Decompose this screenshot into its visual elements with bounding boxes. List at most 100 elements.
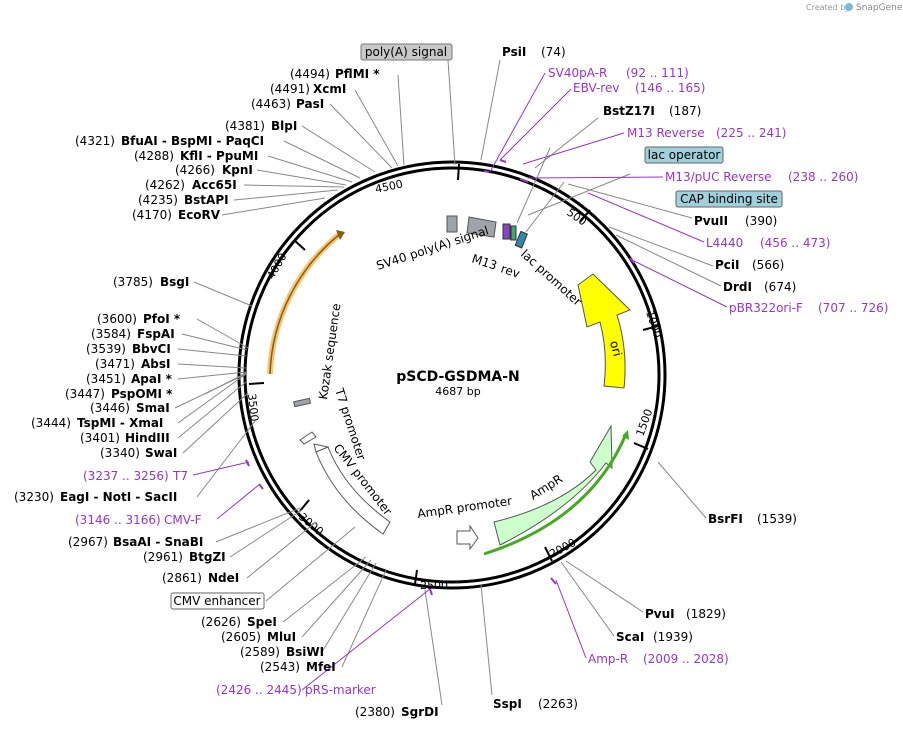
enzyme-pos: (566) — [752, 258, 784, 272]
primer-name: pBR322ori-F — [729, 301, 803, 315]
enzyme-name: SmaI — [136, 401, 170, 415]
enzyme-name: PspOMI * — [111, 387, 173, 401]
enzyme-name: TspMI - XmaI — [77, 416, 163, 430]
enzyme-pos: (390) — [745, 214, 777, 228]
enzyme-pos: (187) — [669, 104, 701, 118]
ampr-green-line — [483, 433, 628, 556]
enzyme-pos: (4494) — [290, 67, 330, 81]
enzyme-pos: (3539) — [86, 342, 126, 356]
enzyme-name: PfoI * — [143, 312, 181, 326]
ori-label: ori — [607, 339, 625, 358]
enzyme-pos: (3230) — [14, 490, 54, 504]
enzyme-pos: (2263) — [538, 697, 578, 711]
ampr-green-arrow-icon — [622, 430, 629, 440]
enzyme-pos: (674) — [764, 280, 796, 294]
primer-name: M13/pUC Reverse — [665, 170, 772, 184]
enzyme-name: NdeI — [208, 571, 239, 585]
enzyme-name: KflI - PpuMI — [180, 149, 258, 163]
primer-name: M13 Reverse — [627, 126, 705, 140]
enzyme-name: ApaI * — [131, 372, 173, 386]
enzyme-name: PsiI — [502, 45, 526, 59]
primer-range: (238 .. 260) — [788, 170, 858, 184]
enzyme-pos: (1829) — [686, 607, 726, 621]
enzyme-pos: (2605) — [221, 630, 261, 644]
enzyme-name: SpeI — [247, 615, 277, 629]
enzyme-name: BstZ17I — [603, 104, 655, 118]
tick-marks — [248, 163, 659, 585]
ori-feature — [577, 273, 631, 389]
enzyme-pos: (3584) — [91, 327, 131, 341]
enzyme-pos: (4235) — [138, 193, 178, 207]
enzyme-pos: (74) — [541, 45, 566, 59]
primer-ticks — [245, 159, 635, 596]
enzyme-pos: (3446) — [90, 401, 130, 415]
orange-arrow-icon — [336, 230, 345, 240]
cmv-enhancer-label: CMV enhancer — [173, 594, 260, 608]
orange-feature-line — [269, 233, 341, 375]
enzyme-name: MluI — [267, 630, 296, 644]
enzyme-name: XcmI — [313, 82, 346, 96]
kozak-label: Kozak sequence — [316, 303, 343, 401]
enzyme-name: KpnI — [222, 163, 253, 177]
enzyme-name: PvuI — [645, 607, 675, 621]
m13-feature — [502, 223, 511, 240]
credit-text: Created by — [806, 3, 850, 12]
enzyme-pos: (4321) — [75, 134, 115, 148]
lac-operator-feature — [510, 225, 517, 241]
ampr-promoter-feature — [456, 524, 479, 551]
tick-1000: 1000 — [643, 309, 664, 340]
enzyme-pos: (3401) — [80, 431, 120, 445]
enzyme-pos: (4288) — [134, 149, 174, 163]
cmv-arrow-icon — [313, 443, 330, 453]
polya-signal-box — [360, 43, 453, 61]
brand-text: SnapGene — [856, 3, 903, 13]
tick-4500: 4500 — [374, 177, 404, 196]
enzyme-pos: (3340) — [100, 446, 140, 460]
cap-binding-box — [675, 190, 783, 208]
backbone-outer — [237, 160, 667, 590]
plasmid-title: pSCD-GSDMA-N — [396, 369, 520, 385]
enzyme-pos: (3447) — [65, 387, 105, 401]
primer-range: (3237 .. 3256) — [83, 469, 169, 483]
enzyme-name: ScaI — [616, 630, 644, 644]
lac-operator-box — [644, 146, 724, 164]
enzyme-pos: (2861) — [162, 571, 202, 585]
primer-name: EBV-rev — [573, 81, 619, 95]
enzyme-name: PasI — [296, 97, 324, 111]
leader-lines — [174, 59, 722, 706]
enzyme-pos: (3451) — [86, 372, 126, 386]
cap-binding-label: CAP binding site — [680, 192, 778, 206]
enzyme-name: AbsI — [141, 357, 170, 371]
enzyme-pos: (4262) — [145, 178, 185, 192]
enzyme-pos: (3785) — [113, 275, 153, 289]
cap-feature — [514, 230, 528, 249]
primer-name: L4440 — [706, 236, 743, 250]
primer-name: SV40pA-R — [548, 66, 607, 80]
enzyme-pos: (4463) — [251, 97, 291, 111]
primer-range: (2426 .. 2445) — [216, 683, 302, 697]
enzyme-name: BbvCI — [132, 342, 171, 356]
enzyme-pos: (2543) — [260, 660, 300, 674]
enzyme-name: MfeI — [306, 660, 336, 674]
enzyme-pos: (1939) — [653, 630, 693, 644]
primer-range: (146 .. 165) — [635, 81, 705, 95]
enzyme-name: BtgZI — [189, 550, 226, 564]
enzyme-pos: (4170) — [132, 208, 172, 222]
enzyme-name: BsaAI - SnaBI — [113, 535, 203, 549]
right-enzyme-labels: PsiI (74) BstZ17I (187) PvuII (390) PciI (56… — [493, 45, 797, 711]
primer-range: (3146 .. 3166) — [75, 513, 161, 527]
tick-3500: 3500 — [245, 393, 261, 422]
plasmid-length: 4687 bp — [435, 385, 480, 398]
enzyme-name: BfuAI - BspMI - PaqCI — [121, 134, 264, 148]
enzyme-pos: (2626) — [201, 615, 241, 629]
enzyme-pos: (3444) — [31, 416, 71, 430]
enzyme-name: BsgI — [160, 275, 189, 289]
enzyme-name: FspAI — [137, 327, 175, 341]
t7-promoter-feature — [299, 431, 317, 445]
tick-2500: 2500 — [420, 579, 448, 592]
enzyme-name: BlpI — [271, 119, 297, 133]
enzyme-name: Acc65I — [192, 178, 237, 192]
cmv-enhancer-box — [170, 592, 265, 610]
enzyme-pos: (4491) — [270, 82, 310, 96]
